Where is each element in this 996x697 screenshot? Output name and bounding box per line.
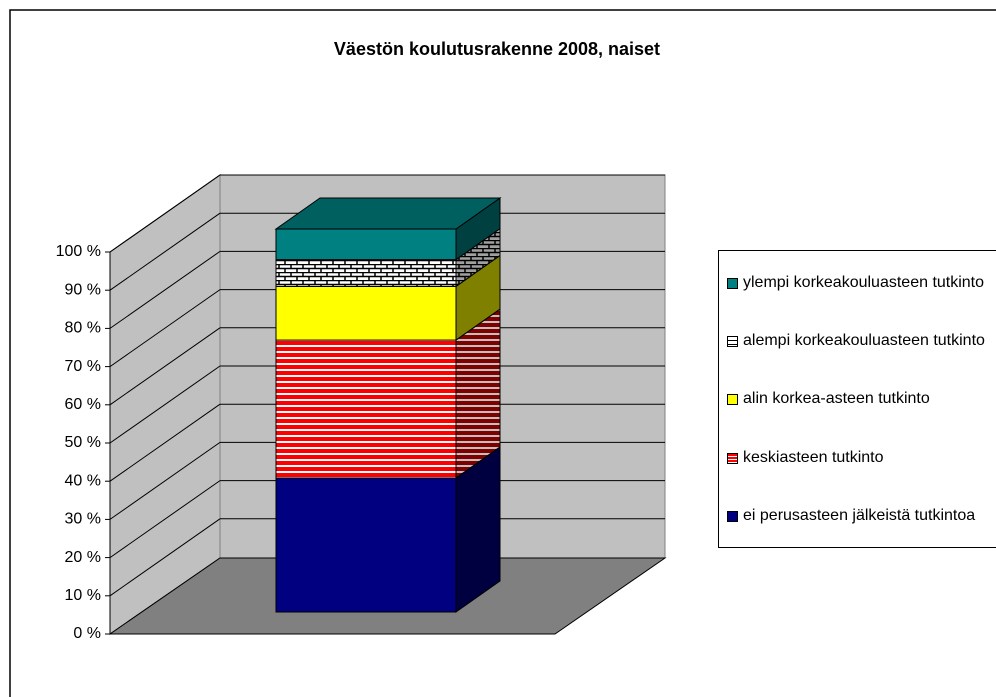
bar-segment bbox=[275, 285, 457, 341]
y-tick-label: 30 % bbox=[65, 511, 101, 528]
legend-label: ei perusasteen jälkeistä tutkintoa bbox=[743, 507, 976, 525]
grid-line bbox=[109, 441, 221, 520]
grid-line bbox=[109, 327, 221, 406]
legend-swatch bbox=[727, 452, 738, 464]
bar-segment bbox=[275, 339, 457, 479]
legend-label: keskiasteen tutkinto bbox=[743, 448, 884, 466]
border bbox=[9, 9, 996, 697]
legend: ylempi korkeakouluasteen tutkinto alempi … bbox=[718, 250, 996, 548]
chart-title: Väestön koulutusrakenne 2008, naiset bbox=[334, 39, 660, 59]
legend-swatch bbox=[727, 277, 738, 289]
legend-label: ylempi korkeakouluasteen tutkinto bbox=[743, 273, 985, 291]
grid-line bbox=[109, 480, 221, 559]
bar-segment bbox=[275, 477, 457, 613]
y-tick-label: 20 % bbox=[65, 549, 101, 566]
legend-item: keskiasteen tutkinto bbox=[727, 445, 996, 470]
grid-line bbox=[109, 289, 221, 368]
y-tick-label: 100 % bbox=[56, 243, 101, 260]
grid-line bbox=[109, 365, 221, 444]
legend-item: alempi korkeakouluasteen tutkinto bbox=[727, 328, 996, 353]
bar-segment bbox=[275, 228, 457, 261]
y-tick-label: 50 % bbox=[65, 434, 101, 451]
y-tick-label: 0 % bbox=[73, 625, 101, 642]
y-tick-label: 90 % bbox=[65, 281, 101, 298]
y-tick-label: 70 % bbox=[65, 358, 101, 375]
y-tick-label: 40 % bbox=[65, 472, 101, 489]
grid-line bbox=[109, 518, 221, 597]
y-tick-label: 10 % bbox=[65, 587, 101, 604]
grid-line bbox=[109, 174, 221, 253]
grid-line bbox=[109, 212, 221, 291]
y-tick-label: 60 % bbox=[65, 396, 101, 413]
grid-line bbox=[109, 250, 221, 329]
grid-line bbox=[109, 403, 221, 482]
legend-item: ei perusasteen jälkeistä tutkintoa bbox=[727, 503, 996, 528]
legend-item: ylempi korkeakouluasteen tutkinto bbox=[727, 270, 996, 295]
legend-swatch bbox=[727, 511, 738, 523]
legend-swatch bbox=[727, 336, 738, 348]
bar-top bbox=[274, 197, 502, 230]
legend-label: alin korkea-asteen tutkinto bbox=[743, 390, 930, 408]
legend-item: alin korkea-asteen tutkinto bbox=[727, 386, 996, 411]
y-tick-label: 80 % bbox=[65, 320, 101, 337]
legend-swatch bbox=[727, 394, 738, 406]
legend-label: alempi korkeakouluasteen tutkinto bbox=[743, 332, 985, 350]
bar-segment bbox=[275, 259, 457, 287]
